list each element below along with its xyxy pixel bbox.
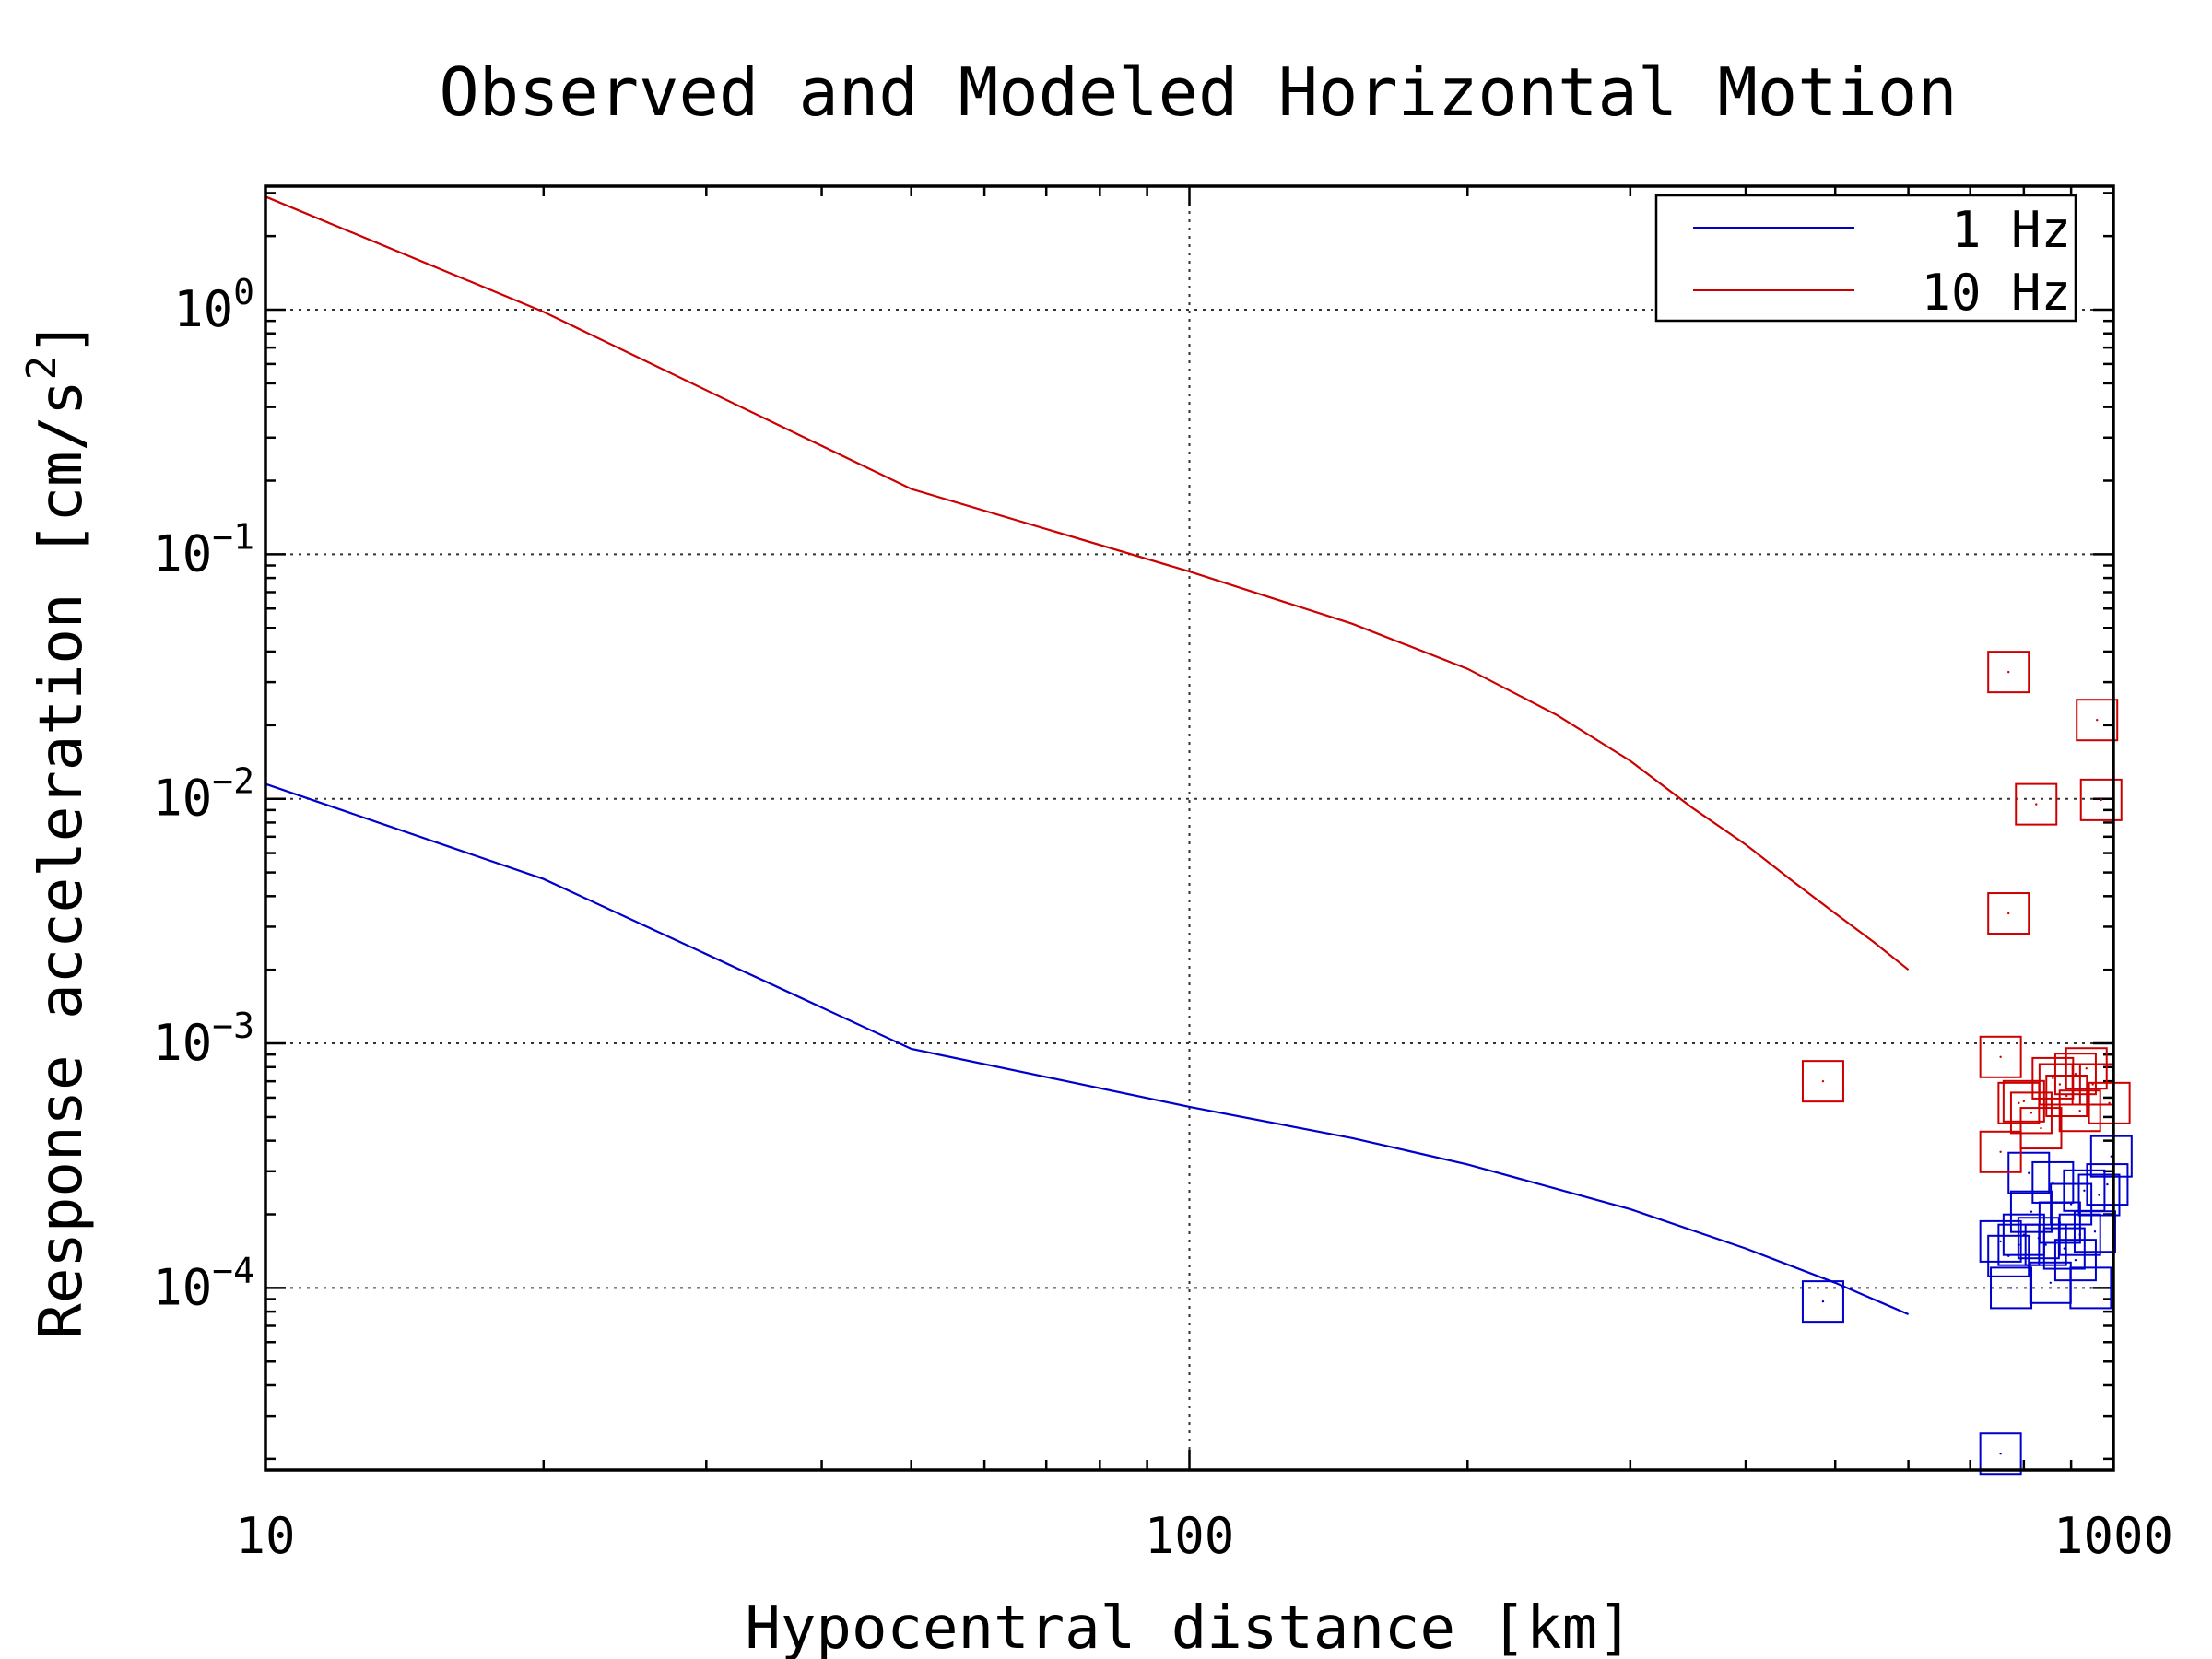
svg-text:Response acceleration [cm/s2]: Response acceleration [cm/s2] bbox=[18, 320, 96, 1338]
legend-box bbox=[1654, 194, 2077, 323]
x-axis-label: Hypocentral distance [km] bbox=[745, 1594, 1632, 1659]
y-axis-label-close: ] bbox=[28, 320, 96, 356]
observed-point-center bbox=[2093, 1230, 2097, 1233]
observed-point-10hz bbox=[2009, 1091, 2053, 1135]
observed-point-center bbox=[2009, 1287, 2013, 1289]
x-tick-label: 10 bbox=[235, 1507, 295, 1565]
observed-point-center bbox=[2028, 1171, 2030, 1174]
observed-point-10hz bbox=[1987, 892, 2030, 935]
observed-point-10hz bbox=[1987, 651, 2030, 694]
model-line-1hz bbox=[265, 782, 1910, 1316]
observed-point-10hz bbox=[2002, 1079, 2045, 1123]
series-1hz bbox=[265, 782, 2133, 1476]
y-tick-label: 10−3 bbox=[152, 1006, 254, 1072]
observed-point-10hz bbox=[2088, 1081, 2131, 1124]
observed-point-10hz bbox=[1801, 1060, 1844, 1103]
observed-point-center bbox=[1999, 1055, 2002, 1058]
observed-point-10hz bbox=[1979, 1035, 2022, 1078]
observed-point-center bbox=[1821, 1079, 1825, 1083]
observed-point-center bbox=[2058, 1083, 2062, 1086]
y-axis-label: Response acceleration [cm/s2] bbox=[18, 320, 96, 1338]
y-axis-label-main: Response acceleration [cm/s bbox=[28, 380, 96, 1338]
observed-point-center bbox=[2007, 670, 2010, 674]
observed-point-center bbox=[2052, 1077, 2054, 1080]
observed-point-center bbox=[2108, 1101, 2111, 1105]
observed-point-center bbox=[1821, 1300, 1825, 1303]
observed-point-1hz bbox=[1801, 1280, 1844, 1324]
grid-lines bbox=[265, 186, 2113, 1470]
y-axis-label-sup: 2 bbox=[18, 356, 65, 381]
legend: 1 Hz 10 Hz bbox=[1654, 194, 2077, 323]
observed-point-center bbox=[2078, 1110, 2081, 1112]
observed-point-10hz bbox=[2053, 1053, 2097, 1096]
observed-point-center bbox=[2083, 1189, 2086, 1193]
observed-point-1hz bbox=[2073, 1210, 2116, 1253]
observed-point-center bbox=[2085, 1067, 2088, 1070]
observed-point-10hz bbox=[1979, 1130, 2022, 1173]
series-layer bbox=[265, 195, 2133, 1476]
observed-point-center bbox=[2074, 1258, 2077, 1262]
observed-point-10hz bbox=[2079, 778, 2123, 821]
observed-point-center bbox=[1999, 1150, 2002, 1153]
observed-point-1hz bbox=[2042, 1227, 2086, 1270]
observed-point-center bbox=[2030, 1112, 2033, 1114]
observed-point-center bbox=[2096, 719, 2099, 722]
observed-point-1hz bbox=[2069, 1266, 2112, 1310]
observed-point-center bbox=[2078, 1233, 2081, 1236]
observed-point-center bbox=[2069, 1203, 2073, 1206]
observed-point-center bbox=[2074, 1073, 2077, 1076]
observed-point-1hz bbox=[2089, 1135, 2133, 1178]
model-line-10hz bbox=[265, 195, 1910, 971]
observed-point-center bbox=[2035, 803, 2038, 806]
x-tick-label: 100 bbox=[1145, 1507, 1235, 1565]
observed-point-1hz bbox=[1979, 1219, 2022, 1263]
observed-point-center bbox=[2022, 1233, 2026, 1236]
series-10hz bbox=[265, 195, 2131, 1173]
observed-point-center bbox=[2030, 1210, 2033, 1213]
observed-point-center bbox=[2040, 1126, 2042, 1130]
observed-point-10hz bbox=[2015, 782, 2058, 826]
observed-point-center bbox=[2022, 1100, 2026, 1103]
observed-point-1hz bbox=[2077, 1173, 2121, 1217]
observed-point-center bbox=[2091, 1083, 2094, 1086]
observed-point-1hz bbox=[1979, 1432, 2022, 1476]
observed-point-1hz bbox=[2086, 1163, 2129, 1206]
legend-label-10hz: 10 Hz bbox=[1921, 264, 2071, 322]
y-tick-labels: 100 10−1 10−2 10−3 10−4 bbox=[152, 272, 254, 1316]
observed-point-center bbox=[1999, 1240, 2002, 1243]
observed-point-1hz bbox=[1987, 1234, 2030, 1277]
chart-title: Observed and Modeled Horizontal Motion bbox=[439, 53, 1957, 131]
observed-point-center bbox=[2065, 1094, 2068, 1098]
observed-point-center bbox=[2063, 1247, 2066, 1250]
y-tick-label: 10−2 bbox=[152, 761, 254, 828]
observed-point-center bbox=[2044, 1243, 2047, 1246]
observed-point-10hz bbox=[2058, 1089, 2101, 1133]
y-tick-label: 10−1 bbox=[152, 516, 254, 582]
observed-point-center bbox=[2098, 1194, 2100, 1196]
observed-point-center bbox=[2018, 1101, 2020, 1105]
observed-point-center bbox=[1999, 1453, 2002, 1455]
observed-point-center bbox=[2049, 1281, 2052, 1284]
observed-point-center bbox=[2089, 1287, 2092, 1289]
y-tick-label: 10−4 bbox=[152, 1250, 254, 1316]
observed-point-10hz bbox=[2019, 1107, 2063, 1150]
legend-label-1hz: 1 Hz bbox=[1951, 201, 2071, 259]
y-tick-label: 100 bbox=[173, 272, 254, 338]
observed-point-10hz bbox=[2076, 699, 2119, 742]
observed-point-1hz bbox=[2024, 1223, 2067, 1266]
x-tick-labels: 10 100 1000 bbox=[235, 1507, 2173, 1565]
observed-point-10hz bbox=[2065, 1047, 2108, 1090]
x-tick-label: 1000 bbox=[2053, 1507, 2173, 1565]
observed-point-center bbox=[2106, 1182, 2109, 1186]
observed-point-1hz bbox=[1990, 1266, 2033, 1310]
observed-point-center bbox=[2100, 798, 2102, 802]
observed-point-center bbox=[2007, 912, 2010, 915]
plot-frame bbox=[264, 184, 2115, 1472]
